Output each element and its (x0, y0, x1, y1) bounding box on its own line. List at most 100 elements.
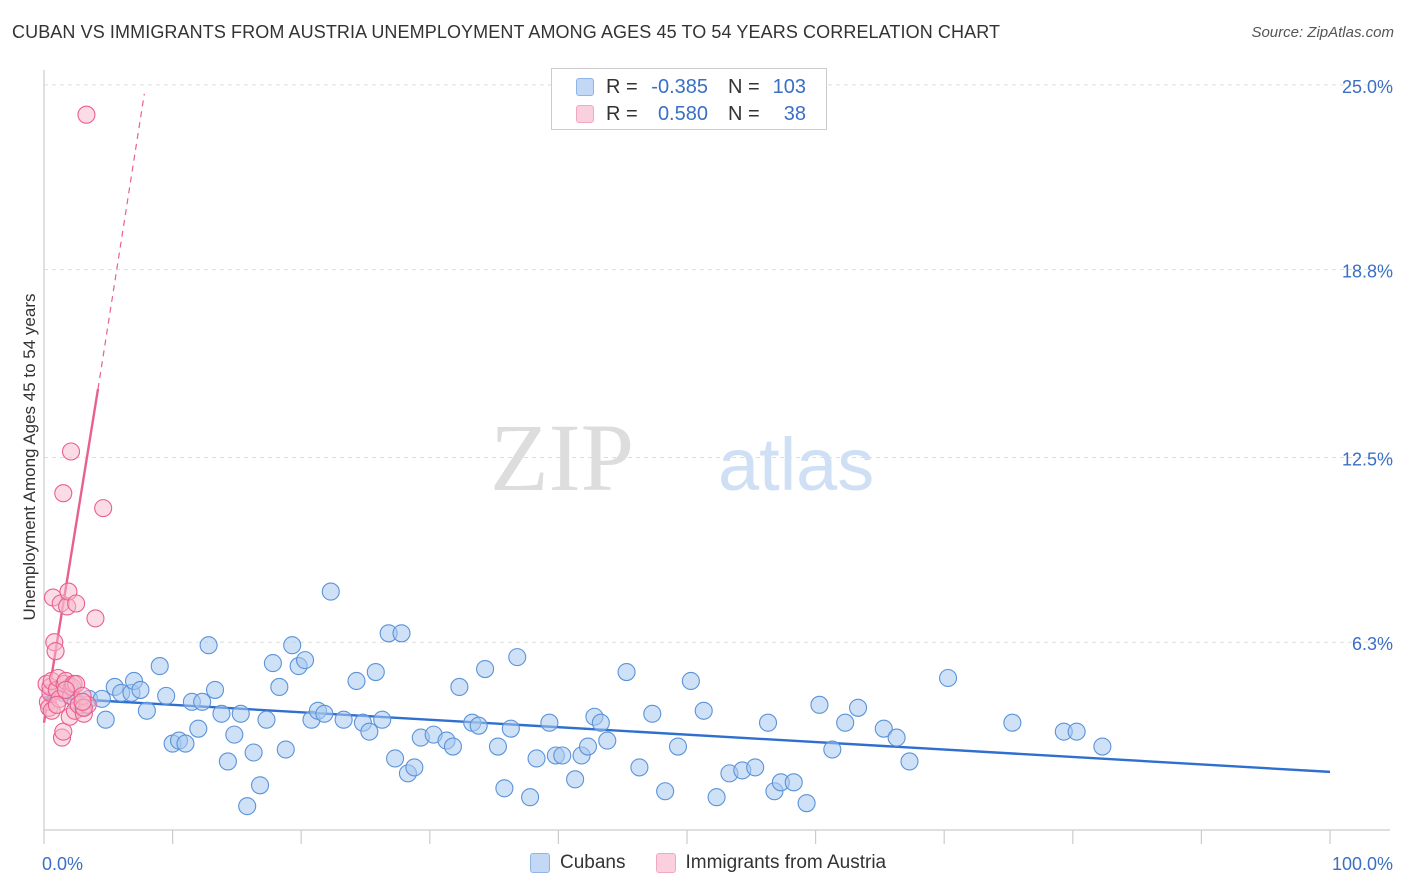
watermark-zip: ZIP (490, 404, 634, 511)
cubans-point (205, 680, 225, 699)
legend-swatch-cubans (576, 78, 594, 96)
legend-n-label: N = (728, 102, 760, 125)
cubans-point (874, 719, 893, 738)
cubans-point (238, 797, 257, 816)
x-ticks (43, 830, 1331, 844)
cubans-point (591, 713, 610, 732)
y-tick-label: 25.0% (1342, 77, 1393, 97)
cubans-point (495, 779, 514, 798)
cubans-point (501, 719, 520, 738)
cubans-point (386, 749, 405, 768)
cubans-point (392, 624, 411, 643)
austria-point (94, 499, 113, 518)
cubans-point (176, 734, 195, 753)
austria-point (56, 680, 75, 699)
y-tick-label: 6.3% (1352, 634, 1393, 654)
legend-r-value: -0.385 (651, 75, 708, 98)
cubans-point (250, 776, 270, 795)
cubans-point (373, 710, 392, 729)
cubans-point (681, 671, 700, 691)
cubans-point (488, 737, 508, 756)
cubans-point (617, 662, 636, 682)
cubans-point (257, 710, 276, 729)
cubans-point (784, 773, 803, 792)
cubans-point (746, 758, 765, 777)
cubans-point (900, 752, 919, 771)
cubans-point (315, 704, 334, 723)
cubans-point (598, 731, 617, 750)
series-legend-cubans: Cubans (530, 852, 626, 874)
austria-point (54, 484, 73, 503)
legend-n-label: N = (728, 75, 760, 98)
cubans-point (189, 719, 208, 738)
cubans-point (469, 716, 488, 735)
cubans-point (1093, 737, 1112, 756)
cubans-points (54, 582, 1112, 816)
series-label-cubans: Cubans (560, 852, 626, 873)
legend-swatch-austria (576, 105, 594, 123)
legend-r-value: 0.580 (657, 102, 708, 125)
series-legend-austria: Immigrants from Austria (655, 852, 887, 874)
cubans-point (521, 788, 540, 807)
cubans-point (823, 740, 842, 759)
cubans-point (1003, 713, 1022, 732)
cubans-point (668, 737, 688, 756)
cubans-point (694, 701, 713, 720)
austria-trend (42, 93, 145, 723)
cubans-point (321, 582, 340, 601)
cubans-point (939, 668, 958, 688)
cubans-point (131, 680, 150, 699)
cubans-point (199, 636, 218, 655)
austria-point (77, 105, 96, 124)
cubans-point (810, 695, 829, 714)
cubans-point (360, 722, 379, 741)
cubans-point (656, 782, 675, 801)
cubans-trend-line (43, 696, 1331, 774)
austria-point (54, 722, 73, 741)
austria-point (46, 642, 65, 661)
legend-n-value: 103 (772, 75, 806, 98)
source-label: Source: ZipAtlas.com (1251, 24, 1394, 41)
austria-trend-line (42, 388, 100, 723)
y-tick-label: 18.8% (1342, 262, 1393, 282)
y-tick-label: 12.5% (1342, 449, 1393, 469)
cubans-point (225, 725, 244, 744)
y-tick-labels: 6.3% 12.5% 18.8% 25.0% (1342, 77, 1393, 654)
cubans-point (218, 752, 237, 771)
cubans-point (707, 788, 726, 807)
cubans-point (643, 704, 662, 723)
cubans-point (553, 746, 572, 765)
cubans-point (96, 710, 115, 729)
cubans-trend (43, 696, 1331, 774)
cubans-point (157, 686, 176, 705)
series-swatch-austria (655, 853, 676, 873)
legend-row-austria: R = 0.580 N = 38 (576, 102, 806, 126)
cubans-point (212, 704, 231, 723)
cubans-point (270, 677, 289, 696)
austria-trend-extension (97, 93, 145, 389)
cubans-point (150, 657, 169, 676)
cubans-point (334, 710, 353, 729)
cubans-point (296, 651, 315, 670)
watermark: ZIP atlas (490, 404, 874, 511)
x-tick-label-min: 0.0% (42, 854, 83, 874)
legend-r-label: R = (606, 75, 638, 98)
cubans-point (450, 677, 469, 696)
austria-point (67, 594, 86, 613)
austria-point (61, 442, 81, 461)
cubans-point (347, 671, 366, 691)
cubans-point (276, 740, 295, 759)
cubans-point (758, 713, 778, 732)
legend-n-value: 38 (783, 102, 806, 125)
cubans-point (566, 770, 585, 789)
austria-point (73, 692, 92, 711)
cubans-point (508, 648, 527, 667)
cubans-point (231, 704, 250, 723)
series-label-austria: Immigrants from Austria (685, 852, 887, 873)
legend-row-cubans: R = -0.385 N = 103 (576, 75, 806, 99)
y-axis-label: Unemployment Among Ages 45 to 54 years (20, 294, 39, 621)
austria-points (37, 105, 113, 747)
cubans-point (797, 794, 816, 813)
series-swatch-cubans (530, 853, 550, 873)
cubans-point (137, 701, 156, 720)
